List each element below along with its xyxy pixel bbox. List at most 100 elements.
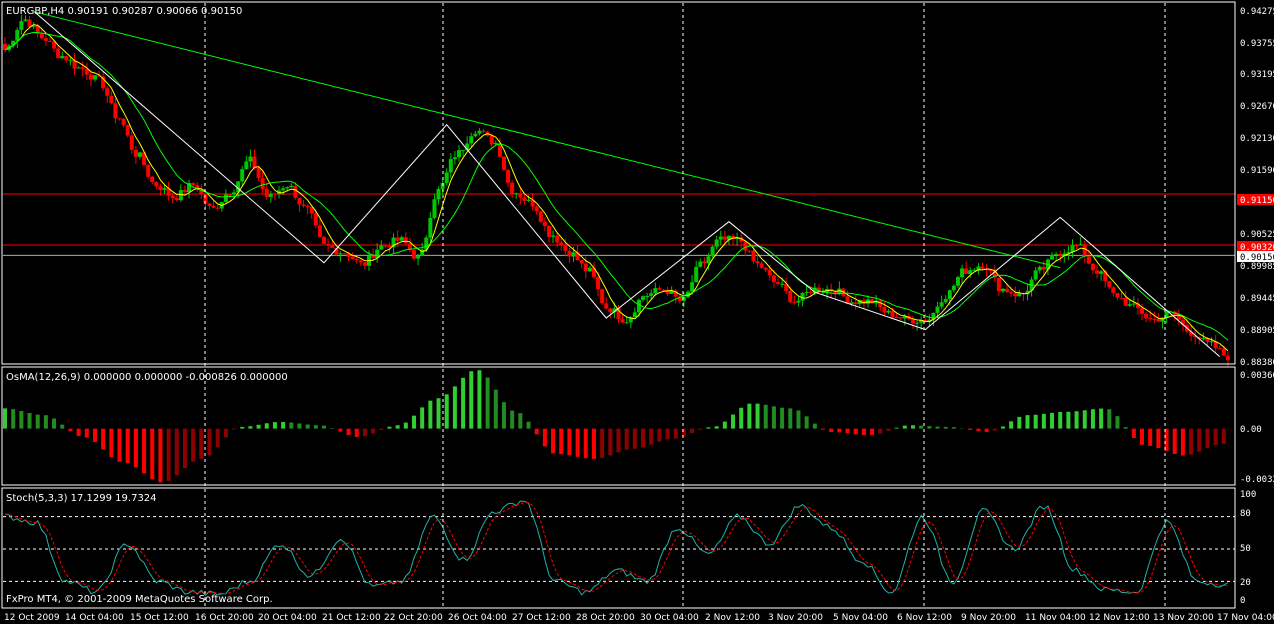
candle-body: [972, 269, 977, 271]
candle-body: [162, 188, 167, 190]
candle-body: [551, 235, 556, 237]
candle-body: [412, 250, 416, 259]
candle-body: [894, 316, 899, 318]
candle-body: [207, 203, 212, 207]
candle-body: [92, 75, 97, 80]
candle-body: [232, 192, 237, 195]
candle-body: [632, 312, 637, 318]
candle-body: [76, 67, 81, 69]
time-tick: 21 Oct 12:00: [322, 613, 381, 623]
candle-body: [407, 243, 412, 251]
main-price-panel[interactable]: [3, 11, 1235, 367]
candle-body: [600, 289, 605, 304]
candle-body: [722, 236, 727, 240]
candle-body: [1156, 319, 1161, 322]
time-tick: 14 Oct 04:00: [65, 613, 124, 623]
candle-body: [673, 290, 678, 297]
candle-body: [910, 319, 915, 324]
time-tick: 22 Oct 20:00: [384, 613, 443, 623]
candle-body: [19, 21, 24, 30]
time-tick: 17 Nov 04:00: [1217, 613, 1274, 623]
candle-body: [1217, 348, 1222, 350]
candle-body: [101, 76, 106, 89]
candle-body: [1180, 319, 1185, 325]
candle-body: [399, 237, 404, 241]
candle-body: [1148, 317, 1153, 319]
stoch-tick: 50: [1240, 544, 1251, 554]
price-tick: 0.93755: [1240, 39, 1274, 49]
candle-body: [60, 56, 65, 59]
time-tick: 11 Nov 04:00: [1025, 613, 1086, 623]
candle-body: [391, 237, 396, 248]
candle-body: [506, 169, 511, 183]
candle-body: [35, 25, 40, 34]
candle-body: [800, 293, 805, 301]
candle-body: [919, 319, 924, 323]
candle-body: [501, 156, 506, 170]
candle-body: [444, 172, 449, 184]
candle-body: [211, 206, 216, 208]
candle-body: [1197, 337, 1202, 339]
candle-body: [1201, 338, 1206, 340]
candle-body: [1144, 313, 1149, 318]
osma-panel[interactable]: [3, 370, 1226, 483]
candle-body: [747, 250, 752, 252]
candle-body: [142, 152, 147, 166]
price-tick: 0.88905: [1240, 326, 1274, 336]
candle-body: [1164, 311, 1169, 318]
candle-body: [755, 261, 760, 264]
candle-body: [890, 310, 895, 317]
candle-body: [759, 263, 764, 268]
candle-body: [690, 282, 695, 292]
candle-body: [277, 190, 282, 195]
osma-panel-border: [1, 366, 1236, 486]
candle-body: [379, 245, 384, 250]
candle-body: [559, 242, 564, 246]
candle-body: [1074, 245, 1079, 247]
candle-body: [743, 241, 748, 251]
candle-body: [857, 300, 862, 305]
candle-body: [493, 142, 498, 145]
candle-body: [579, 260, 584, 264]
candle-body: [849, 302, 854, 304]
stoch-tick: 0: [1240, 596, 1245, 606]
candle-body: [1135, 303, 1140, 309]
candle-body: [1152, 318, 1157, 320]
candle-body: [604, 303, 609, 309]
zigzag-line: [34, 11, 1221, 357]
candle-body: [121, 118, 126, 126]
candle-body: [1070, 245, 1075, 253]
candle-body: [874, 300, 879, 304]
candle-body: [661, 289, 666, 291]
candle-body: [248, 156, 253, 162]
candle-body: [976, 266, 981, 270]
time-tick: 27 Oct 12:00: [512, 613, 571, 623]
time-tick: 6 Nov 12:00: [897, 613, 952, 623]
candle-body: [354, 258, 359, 261]
candle-body: [992, 270, 997, 278]
candle-body: [317, 225, 322, 237]
candle-body: [1221, 348, 1226, 356]
time-tick: 30 Oct 04:00: [640, 613, 699, 623]
candle-body: [1037, 266, 1042, 271]
candle-body: [80, 67, 85, 69]
candle-body: [882, 307, 887, 313]
candle-body: [1107, 281, 1112, 288]
candle-body: [285, 187, 290, 189]
candle-body: [1193, 335, 1198, 338]
candle-body: [129, 135, 134, 150]
stoch-panel[interactable]: [3, 500, 1235, 597]
candle-body: [935, 306, 940, 313]
candle-body: [301, 204, 306, 206]
candle-body: [898, 317, 903, 319]
candle-body: [39, 33, 44, 39]
candle-body: [113, 103, 118, 119]
red-level-label-bg: [1237, 194, 1274, 205]
candle-body: [628, 317, 633, 323]
candle-body: [1005, 288, 1010, 293]
candle-body: [1041, 266, 1046, 270]
candle-body: [608, 308, 613, 313]
time-tick: 15 Oct 12:00: [130, 613, 189, 623]
candle-body: [841, 288, 846, 297]
